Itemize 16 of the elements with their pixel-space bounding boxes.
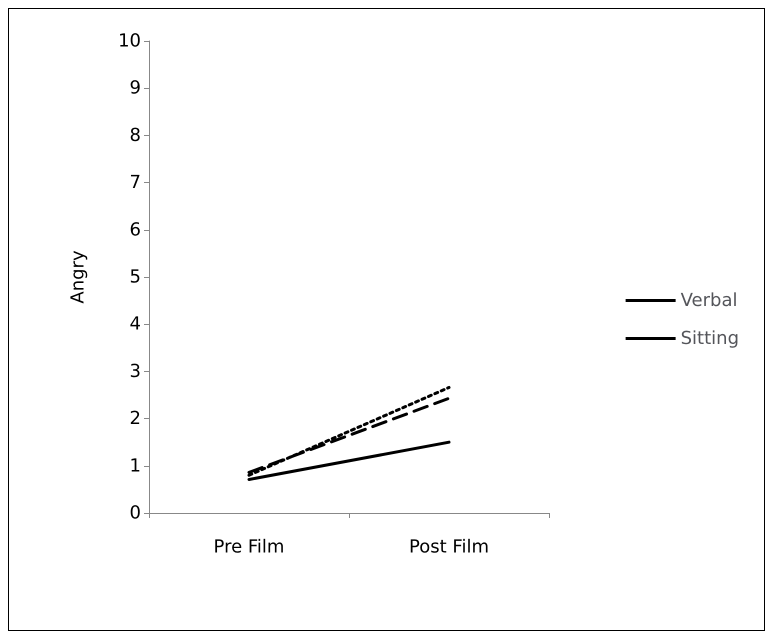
y-tick-label: 5 (130, 266, 141, 288)
x-tick-label: Post Film (409, 536, 489, 558)
y-tick-label: 3 (130, 360, 141, 382)
y-tick-label: 0 (130, 502, 141, 524)
y-tick-label: 1 (130, 455, 141, 476)
y-tick-label: 2 (130, 408, 141, 430)
legend-label: Sitting (680, 328, 740, 349)
y-tick-label: 7 (130, 172, 141, 194)
x-tick-label: Pre Film (214, 536, 284, 558)
y-tick-label: 4 (130, 314, 141, 335)
y-tick-label: 10 (118, 30, 141, 52)
y-tick-label: 8 (130, 124, 141, 146)
legend-label: Verbal (680, 290, 738, 311)
y-tick-label: 9 (130, 78, 141, 99)
y-tick-label: 6 (130, 219, 141, 240)
y-axis-title: Angry (68, 250, 88, 304)
